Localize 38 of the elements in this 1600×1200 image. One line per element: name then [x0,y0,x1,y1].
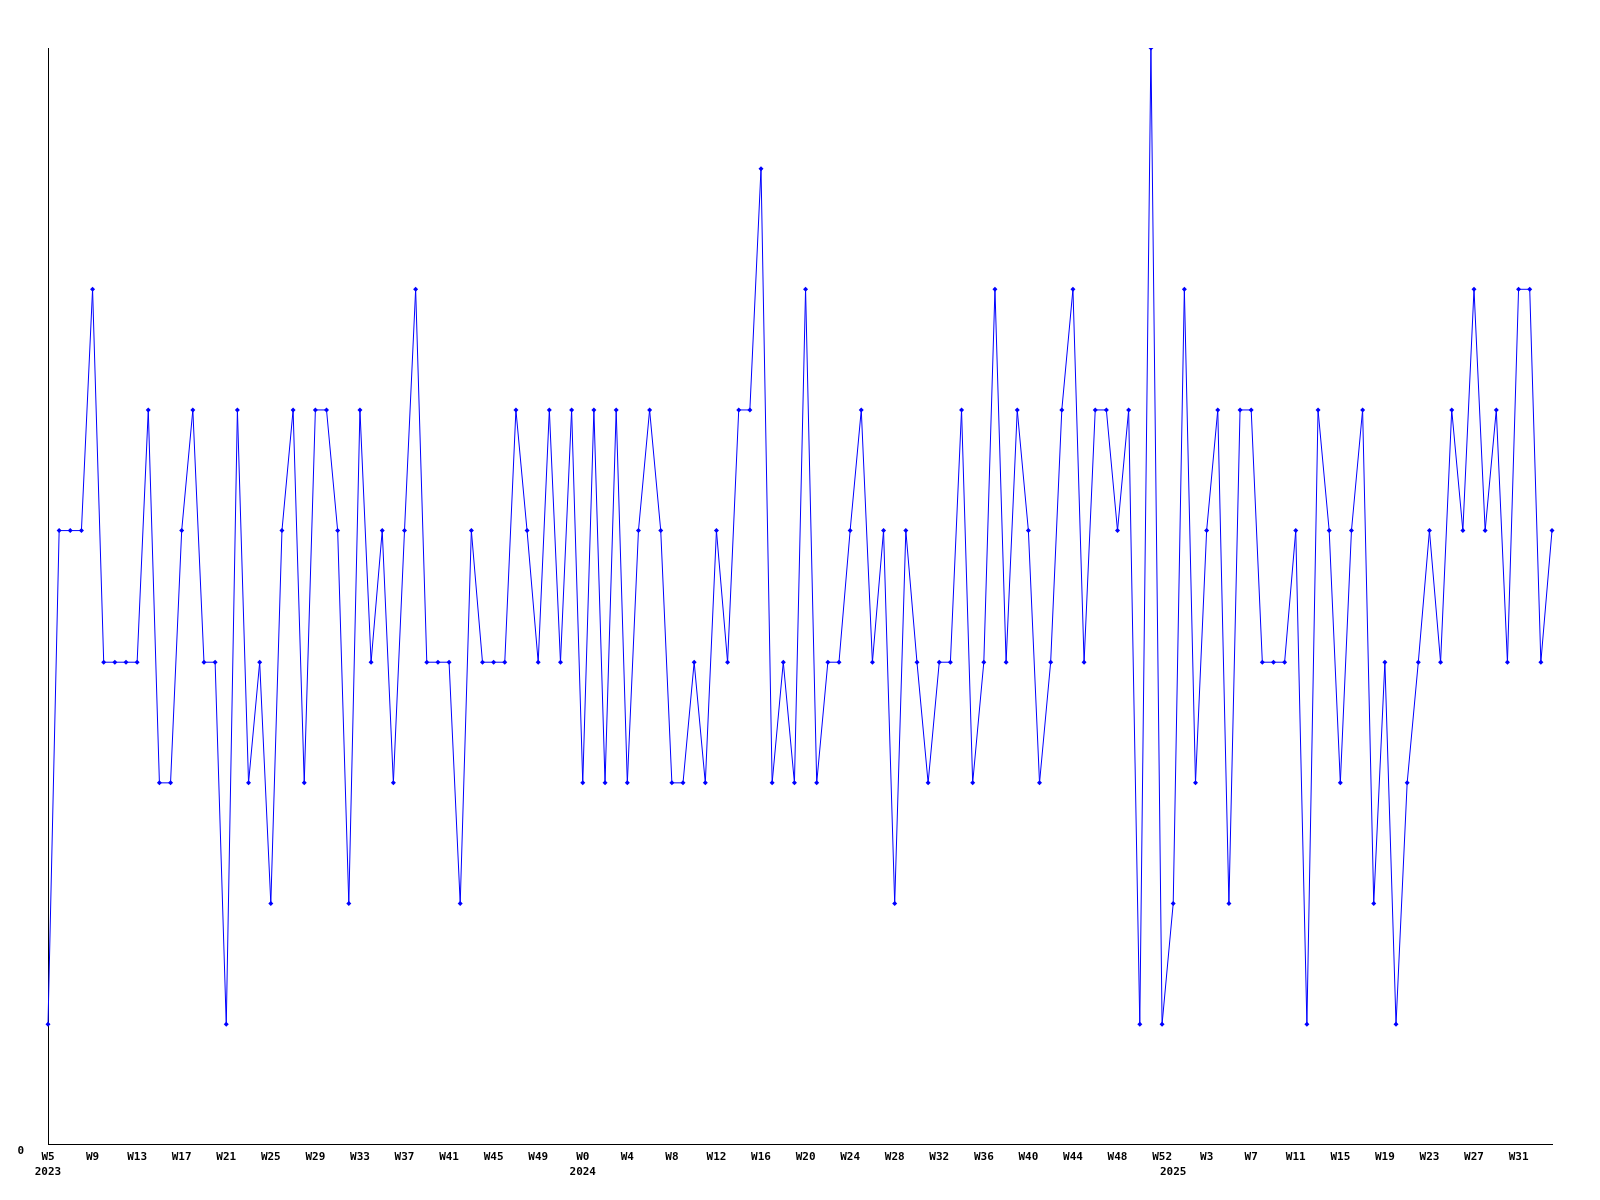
x-tick-label: W31 [1508,1150,1529,1164]
x-tick-label: W21 [216,1150,237,1164]
x-tick-label: W23 [1419,1150,1440,1164]
x-tick-label: W33 [350,1150,370,1164]
x-tick-label: W32 [929,1150,950,1164]
x-tick-label: W40 [1018,1150,1039,1164]
text: 2024 [569,1165,597,1179]
x-tick-label: W45 [483,1150,504,1164]
x-tick-label: W19 [1374,1150,1395,1164]
x-tick-label: W28 [884,1150,905,1164]
x-tick-label: W25 [260,1150,281,1164]
x-tick-label: W3 [1200,1150,1214,1164]
x-tick-label: W17 [171,1150,192,1164]
x-tick-label: W5 [41,1150,55,1164]
text: 2025 [1159,1165,1187,1179]
x-tick-label: W9 [85,1150,100,1164]
x-tick-label: W37 [394,1150,415,1164]
x-tick-label: W12 [706,1150,727,1164]
x-tick-label: W7 [1244,1150,1258,1164]
x-tick-label: W44 [1063,1150,1084,1164]
x-tick-label: W27 [1464,1150,1484,1164]
x-tick-label: W0 [576,1150,590,1164]
x-tick-label: W20 [795,1150,816,1164]
x-tick-label: W4 [620,1150,635,1164]
text: 0 [17,1143,24,1157]
x-tick-label: W11 [1285,1150,1307,1164]
x-tick-label: W16 [751,1150,772,1164]
x-tick-label: W41 [439,1150,460,1164]
x-tick-label: W13 [127,1150,148,1164]
x-tick-label: W52 [1152,1150,1173,1164]
text: 2023 [34,1165,62,1179]
x-tick-label: W8 [665,1150,679,1164]
x-tick-label: W24 [840,1150,861,1164]
x-tick-label: W15 [1330,1150,1351,1164]
x-tick-label: W36 [973,1150,995,1164]
x-tick-label: W48 [1107,1150,1128,1164]
x-tick-label: W49 [528,1150,549,1164]
x-tick-label: W29 [305,1150,326,1164]
